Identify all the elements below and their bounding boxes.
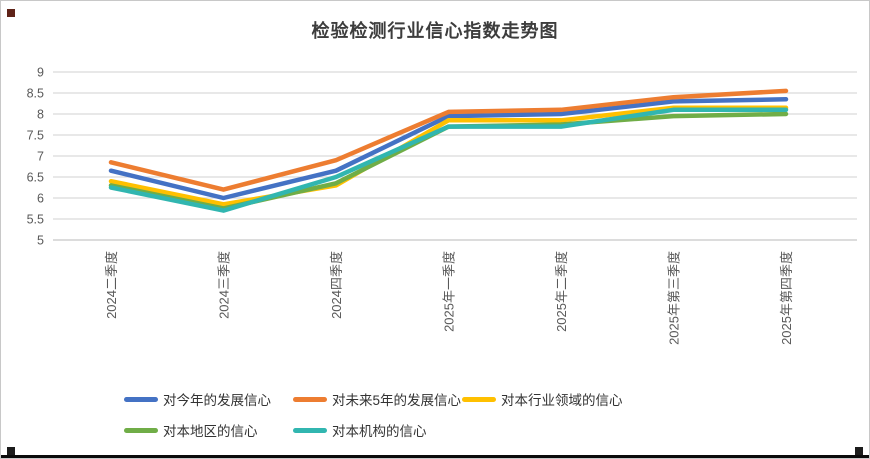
chart-legend: 对今年的发展信心 对未来5年的发展信心 对本行业领域的信心 对本地区的信心 对本… [124, 391, 623, 439]
x-axis-tick-label: 2024四季度 [329, 251, 344, 319]
y-axis-tick-label: 5 [37, 234, 44, 248]
y-axis-tick-label: 5.5 [27, 213, 44, 227]
series-line [108, 107, 789, 213]
x-axis-tick-label: 2025年第四季度 [779, 251, 794, 345]
corner-marker-bottom-right [855, 447, 863, 455]
y-axis-tick-label: 8 [37, 108, 44, 122]
legend-swatch-green [124, 427, 158, 433]
legend-item: 对本机构的信心 [293, 422, 462, 439]
series-line [108, 97, 789, 201]
y-axis-tick-label: 6.5 [27, 171, 44, 185]
x-axis-tick-label: 2024三季度 [217, 251, 232, 319]
legend-swatch-yellow [462, 396, 496, 402]
corner-marker-bottom-left [7, 447, 15, 455]
legend-item: 对本地区的信心 [124, 422, 293, 439]
y-axis-tick-label: 7 [37, 150, 44, 164]
chart-title: 检验检测行业信心指数走势图 [311, 21, 559, 41]
legend-label: 对本行业领域的信心 [501, 393, 623, 408]
y-axis-tick-label: 6 [37, 192, 44, 206]
legend-label: 对本机构的信心 [332, 424, 427, 439]
legend-item: 对今年的发展信心 [124, 391, 293, 408]
line-chart-plot: 5 5.5 6 6.5 7 7.5 8 8.5 9 2024二季度 2024三季度 2024四季度 20… [27, 66, 857, 345]
legend-label: 对未来5年的发展信心 [332, 393, 462, 408]
legend-swatch-orange [293, 396, 327, 402]
x-axis-tick-label: 2025年第三季度 [667, 251, 682, 345]
bottom-border-bar [1, 455, 869, 458]
y-axis-tick-label: 7.5 [27, 129, 44, 143]
y-axis-tick-label: 9 [37, 66, 44, 80]
x-axis-tick-label: 2024二季度 [104, 251, 119, 319]
legend-swatch-teal [293, 427, 327, 433]
corner-marker-top-left [7, 9, 15, 17]
x-axis-tick-label: 2025年一季度 [442, 251, 457, 332]
legend-swatch-blue [124, 396, 158, 402]
legend-item: 对未来5年的发展信心 [293, 391, 462, 408]
legend-item: 对本行业领域的信心 [462, 391, 623, 408]
series-line [108, 88, 789, 192]
legend-label: 对今年的发展信心 [163, 393, 271, 408]
x-axis-tick-label: 2025年二季度 [554, 251, 569, 332]
y-axis-tick-label: 8.5 [27, 87, 44, 101]
legend-label: 对本地区的信心 [163, 424, 258, 439]
